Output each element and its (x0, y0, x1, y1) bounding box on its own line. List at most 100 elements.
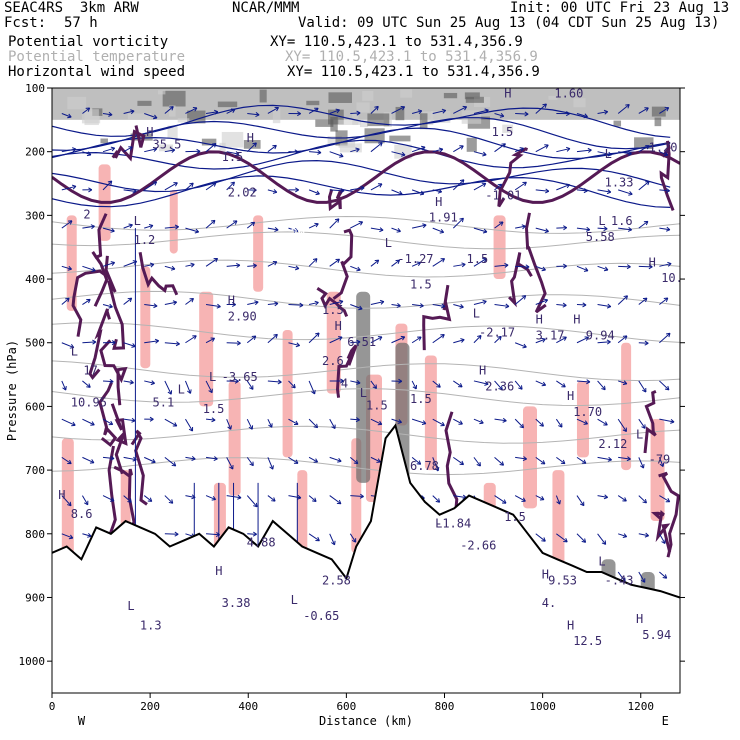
wind-arrow (61, 495, 72, 507)
wind-arrow-head (440, 303, 446, 309)
wind-arrow-head (252, 263, 257, 269)
theta-line (52, 322, 680, 343)
pv-high-patch (422, 111, 434, 125)
wind-arrow (638, 342, 649, 344)
wind-arrow-head (607, 456, 612, 462)
pv-high-patch (359, 120, 369, 128)
wind-arrow (576, 149, 592, 153)
wind-arrow (659, 380, 670, 391)
wind-arrow (432, 304, 445, 307)
pv-contour (98, 382, 118, 448)
wind-arrow (432, 418, 445, 426)
wind-arrow (597, 495, 608, 498)
wind-arrow (143, 181, 157, 191)
pv-high-patch (573, 98, 586, 108)
wind-arrow-head (525, 264, 530, 270)
wind-arrow-head (252, 531, 257, 537)
wind-arrow-head (236, 262, 241, 268)
wind-arrow-head (294, 149, 299, 155)
pv-high-patch (339, 143, 362, 153)
wind-arrow (205, 495, 216, 501)
wind-arrow-head (644, 340, 649, 346)
wind-arrow (617, 295, 628, 305)
wind-arrow-head (293, 227, 299, 233)
contour-label: H (234, 204, 241, 218)
wind-arrow (247, 301, 259, 306)
wind-arrow-head (167, 390, 173, 395)
wind-arrow (329, 533, 336, 545)
wind-arrow (185, 418, 193, 432)
contour-label: H (435, 195, 442, 209)
wind-arrow-head (150, 380, 155, 386)
wind-arrow-head (87, 532, 92, 538)
wind-arrow (205, 456, 218, 460)
wind-arrow (164, 149, 175, 153)
wind-arrow (473, 182, 487, 191)
wind-arrow-head (434, 466, 440, 472)
contour-label: -2.17 (479, 325, 515, 339)
wind-arrow-head (459, 217, 464, 223)
wind-arrow (61, 148, 77, 153)
wind-arrow-head (235, 151, 240, 156)
field-theta-xy: XY= 110.5,423.1 to 531.4,356.9 (285, 49, 538, 65)
wind-arrow (81, 495, 89, 506)
pv-contour (130, 429, 148, 506)
contour-label: L (605, 147, 612, 161)
wind-speed-contour (52, 127, 671, 160)
wind-arrow (618, 151, 632, 155)
wind-arrow-head (587, 147, 592, 153)
wind-arrow (535, 495, 545, 501)
wind-arrow-head (395, 259, 401, 265)
wind-arrow (494, 456, 504, 466)
wind-arrow (453, 495, 467, 499)
wind-arrow (576, 304, 587, 306)
pv-contour (659, 140, 675, 211)
wind-arrow-head (71, 421, 76, 427)
wind-arrow-head (412, 384, 418, 390)
wind-arrow-head (149, 262, 155, 268)
wind-arrow-head (396, 228, 401, 233)
contour-label: 1.5 (366, 399, 388, 413)
wind-arrow (515, 112, 529, 115)
wind-arrow (432, 109, 446, 114)
wind-arrow (267, 227, 279, 231)
wind-arrow-head (110, 146, 116, 152)
wind-arrow-head (293, 420, 299, 426)
wind-arrow (391, 304, 401, 307)
wind-arrow-head (436, 383, 441, 388)
wind-arrow-head (249, 461, 254, 467)
wind-arrow-head (607, 151, 612, 157)
pv-contour (111, 125, 146, 162)
wind-arrow-head (397, 419, 402, 424)
wind-arrow (535, 456, 546, 465)
wind-arrow (61, 456, 72, 465)
wind-arrow-head (340, 188, 345, 194)
wind-arrow-head (377, 420, 383, 426)
wind-arrow-head (72, 147, 77, 153)
wind-arrow-head (236, 340, 241, 346)
wind-arrow-head (622, 380, 628, 386)
wind-arrow (288, 456, 299, 464)
wind-arrow (515, 456, 527, 460)
contour-label: 1.3 (140, 618, 162, 632)
wind-arrow-head (131, 417, 136, 423)
wind-arrow-head (274, 301, 279, 307)
wind-arrow (597, 304, 611, 308)
wind-arrow-head (110, 455, 115, 461)
wind-arrow-head (664, 385, 670, 391)
wind-arrow-head (253, 502, 258, 508)
wind-arrow (61, 185, 77, 191)
wind-arrow-head (71, 184, 77, 190)
wind-arrow-head (518, 385, 523, 390)
wind-arrow-head (229, 465, 234, 470)
wind-arrow (267, 457, 274, 470)
pv-high-patch (654, 117, 662, 127)
wind-arrow (659, 107, 669, 114)
wind-arrow-head (356, 339, 361, 345)
wind-arrow (555, 495, 561, 505)
wind-arrow-head (458, 420, 463, 425)
wind-arrow (597, 341, 611, 344)
wind-arrow-head (521, 295, 527, 300)
wind-arrow (638, 145, 650, 153)
wind-arrow (659, 571, 667, 579)
